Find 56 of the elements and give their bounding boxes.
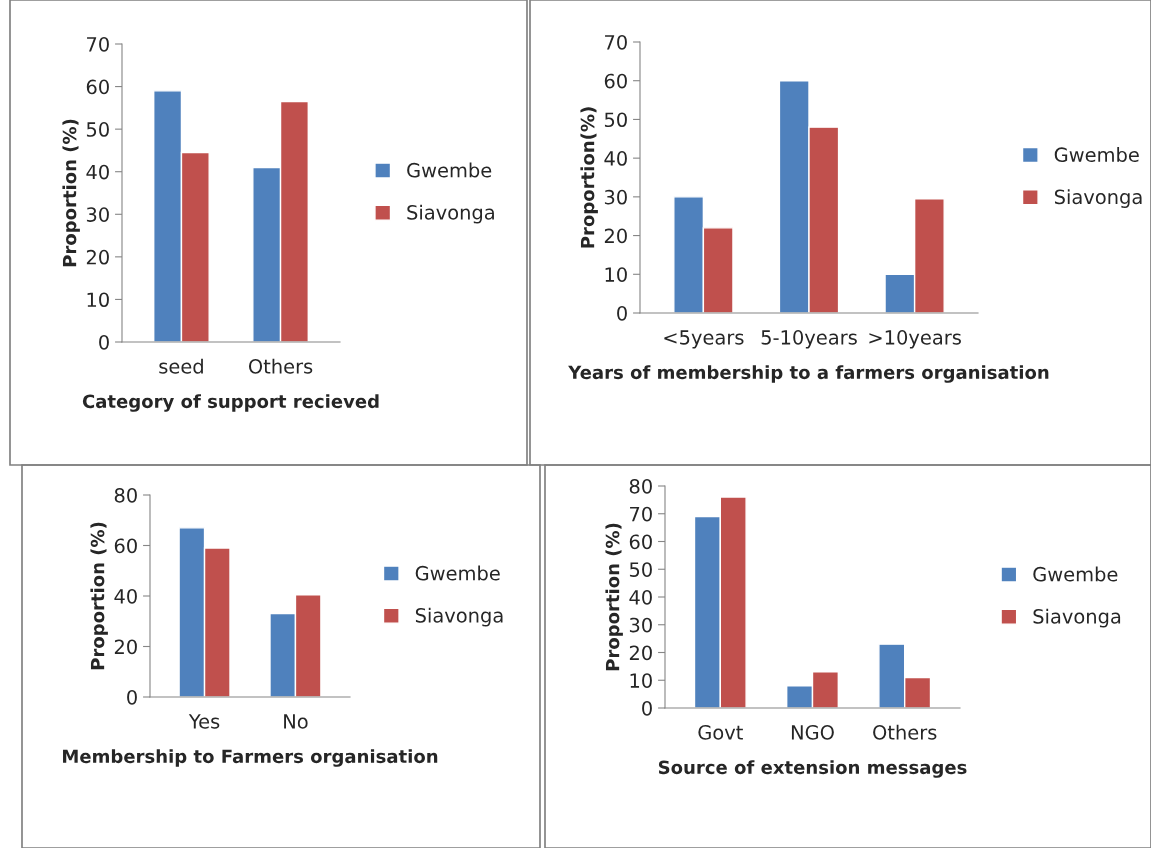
y-tick-label: 70 xyxy=(630,506,652,522)
y-tick-label: 50 xyxy=(629,562,652,577)
y-tick-label: 40 xyxy=(114,588,137,604)
y-tick-label: 40 xyxy=(86,164,109,180)
y-tick-label: 60 xyxy=(629,534,652,550)
x-tick-label: Govt xyxy=(698,725,743,740)
y-tick-label: 20 xyxy=(114,639,137,655)
legend-label: Gwembe xyxy=(1054,147,1139,163)
y-tick-label: 30 xyxy=(629,617,652,633)
x-tick-label: <5years xyxy=(664,330,744,349)
legend-label: Siavonga xyxy=(1054,189,1142,208)
y-tick-label: 20 xyxy=(86,249,109,265)
y-tick-label: 60 xyxy=(604,73,627,89)
y-tick-label: 0 xyxy=(617,305,627,321)
y-tick-label: 80 xyxy=(114,487,137,503)
y-tick-label: 0 xyxy=(99,334,109,350)
x-tick-label: seed xyxy=(159,358,203,374)
x-tick-label: >10years xyxy=(869,330,961,349)
x-tick-label: Others xyxy=(248,358,313,374)
y-tick-label: 0 xyxy=(127,689,137,705)
y-tick-label: 0 xyxy=(642,700,652,716)
x-tick-label: 5-10years xyxy=(761,330,857,349)
y-axis-title: Proportion (%) xyxy=(90,522,108,670)
y-tick-label: 70 xyxy=(87,36,109,52)
x-tick-label: No xyxy=(284,714,308,729)
y-tick-label: 80 xyxy=(629,478,652,494)
y-tick-label: 10 xyxy=(605,267,627,282)
x-axis-title: Membership to Farmers organisation xyxy=(63,749,438,767)
x-axis-title: Category of support recieved xyxy=(82,394,379,412)
y-axis-title: Proportion (%) xyxy=(62,119,80,267)
x-axis-title: Source of extension messages xyxy=(658,760,967,778)
x-tick-label: NGO xyxy=(791,725,834,740)
y-tick-label: 60 xyxy=(86,79,109,95)
y-tick-label: 30 xyxy=(86,207,109,222)
x-tick-label: Yes xyxy=(188,714,220,729)
legend-label: Siavonga xyxy=(415,607,503,627)
y-tick-label: 10 xyxy=(87,292,109,308)
legend-label: Gwembe xyxy=(407,162,492,178)
y-tick-label: 40 xyxy=(629,589,652,605)
y-tick-label: 60 xyxy=(114,538,137,554)
y-tick-label: 70 xyxy=(605,34,627,50)
y-tick-label: 20 xyxy=(604,228,627,244)
legend-label: Siavonga xyxy=(1033,608,1121,628)
y-tick-label: 20 xyxy=(629,645,652,661)
x-axis-title: Years of membership to a farmers organisation xyxy=(568,365,1049,383)
legend-label: Gwembe xyxy=(415,565,500,581)
y-tick-label: 40 xyxy=(604,151,627,166)
x-tick-label: Others xyxy=(873,724,937,740)
y-tick-label: 50 xyxy=(86,122,109,137)
y-axis-title: Proportion (%) xyxy=(605,523,623,671)
legend-label: Siavonga xyxy=(407,204,494,224)
y-tick-label: 10 xyxy=(630,673,652,688)
y-axis-title: Proportion(%) xyxy=(580,107,598,248)
y-tick-label: 50 xyxy=(604,112,627,128)
y-tick-label: 30 xyxy=(604,189,627,205)
legend-label: Gwembe xyxy=(1033,566,1118,582)
